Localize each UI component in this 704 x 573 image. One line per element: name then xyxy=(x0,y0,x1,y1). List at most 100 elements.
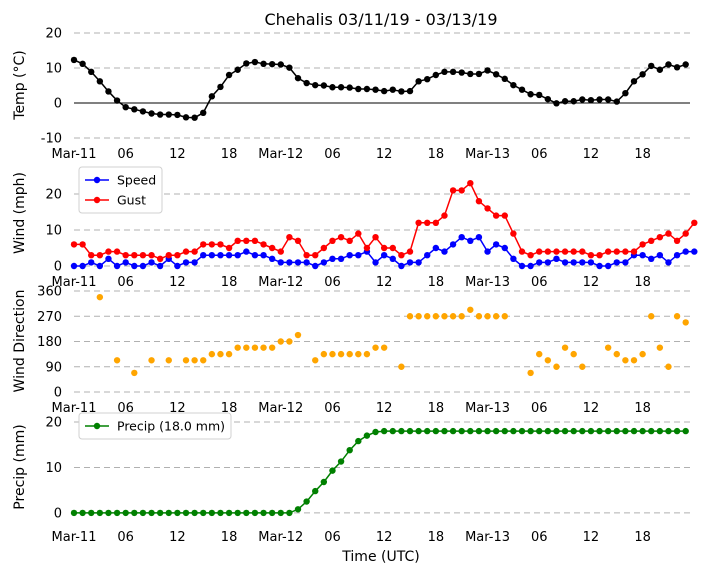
temp-data-point xyxy=(277,61,284,68)
wind-x-tick-label: 06 xyxy=(117,275,134,290)
precip-18-0-mm-data-point xyxy=(355,437,362,445)
direction-data-point xyxy=(570,350,577,358)
wind-x-tick-label: 12 xyxy=(169,275,186,290)
gust-data-point xyxy=(346,237,353,244)
precip-18-0-mm-data-point xyxy=(449,427,457,435)
temp-data-point xyxy=(148,110,155,117)
direction-data-point xyxy=(579,363,586,370)
speed-data-point xyxy=(673,252,681,259)
precip-18-0-mm-data-point xyxy=(70,509,78,517)
direction-data-point xyxy=(225,350,233,358)
temp-y-tick-label: 10 xyxy=(45,62,62,77)
gust-data-point xyxy=(79,241,86,248)
precip-18-0-mm-data-point xyxy=(182,509,190,517)
wind-x-tick-label: Mar-13 xyxy=(465,275,510,290)
temp-data-point xyxy=(604,96,612,103)
temp-data-point xyxy=(329,84,336,91)
gust-data-point xyxy=(260,241,267,248)
temp-data-point xyxy=(208,93,216,100)
precip-18-0-mm-data-point xyxy=(475,427,483,435)
speed-data-point xyxy=(372,259,379,266)
precip-18-0-mm-data-point xyxy=(79,509,86,517)
precip-18-0-mm-data-point xyxy=(294,506,302,513)
direction-data-point xyxy=(113,357,121,364)
temp-data-point xyxy=(243,60,250,67)
gust-data-point xyxy=(131,252,138,259)
gust-data-point xyxy=(518,248,526,255)
temp-data-point xyxy=(458,69,465,76)
gust-data-point xyxy=(208,241,216,248)
direction-data-point xyxy=(561,344,569,351)
precip-18-0-mm-data-point xyxy=(613,427,620,435)
direction-data-point xyxy=(346,350,353,358)
temp-data-point xyxy=(363,85,371,93)
temp-data-point xyxy=(613,98,620,105)
temp-x-tick-label: 12 xyxy=(583,147,600,162)
precip-18-0-mm-data-point xyxy=(217,509,224,517)
temp-data-point xyxy=(337,84,345,91)
gust-data-point xyxy=(148,252,155,259)
temp-data-point xyxy=(389,86,396,93)
speed-data-point xyxy=(553,255,560,262)
gust-data-point xyxy=(458,187,465,194)
speed-data-point xyxy=(79,262,86,270)
precip-x-tick-label: 18 xyxy=(221,530,238,545)
speed-data-point xyxy=(148,259,155,266)
temp-data-point xyxy=(510,81,517,89)
precip-18-0-mm-data-point xyxy=(579,427,586,435)
wind-panel: 0 10 20 Mar-11 06 12 18 Mar-12 06 12 18 Mar-13 06 12 1… xyxy=(45,166,698,290)
temp-data-point xyxy=(380,87,388,95)
precip-legend-label: Precip (18.0 mm) xyxy=(117,419,225,434)
direction-data-point xyxy=(148,357,155,364)
wind-x-tick-label: Mar-11 xyxy=(52,275,97,290)
temp-data-point xyxy=(70,56,78,64)
direction-data-point xyxy=(277,338,284,345)
direction-data-point xyxy=(268,344,276,351)
speed-data-point xyxy=(182,259,190,266)
precip-18-0-mm-data-point xyxy=(458,427,465,435)
direction-data-point xyxy=(182,357,190,364)
speed-data-point xyxy=(286,259,293,266)
speed-data-point xyxy=(156,262,164,270)
gust-data-point xyxy=(415,219,422,226)
temp-series-line xyxy=(73,59,686,119)
precip-y-tick-label: 20 xyxy=(45,416,62,431)
direction-data-point xyxy=(217,350,224,358)
gust-data-point xyxy=(165,252,172,259)
direction-y-tick-label: 270 xyxy=(37,310,62,325)
direction-data-point xyxy=(312,357,319,364)
direction-data-point xyxy=(398,363,405,370)
x-axis-title: Time (UTC) xyxy=(341,549,419,565)
temp-data-point xyxy=(561,98,569,105)
temp-data-point xyxy=(122,104,129,111)
gust-data-point xyxy=(424,219,431,226)
gust-data-point xyxy=(691,219,698,226)
precip-18-0-mm-data-point xyxy=(277,509,284,517)
precip-18-0-mm-data-point xyxy=(604,427,612,435)
temp-x-tick-label: 18 xyxy=(221,147,238,162)
temp-data-point xyxy=(475,70,483,78)
temp-x-tick-label: 12 xyxy=(376,147,393,162)
speed-data-point xyxy=(665,259,672,266)
precip-18-0-mm-data-point xyxy=(234,509,241,517)
gust-data-point xyxy=(579,248,586,255)
temp-panel: -10 0 10 20 Mar-11 06 12 18 Mar-12 06 12 18 Mar-13 06… xyxy=(41,27,690,162)
speed-data-point xyxy=(389,255,396,262)
temp-y-tick-label: 0 xyxy=(54,97,62,112)
direction-y-tick-label: 0 xyxy=(54,386,62,401)
speed-data-point xyxy=(570,259,577,266)
direction-x-tick-label: 12 xyxy=(376,401,393,416)
temp-x-tick-label: Mar-12 xyxy=(258,147,303,162)
speed-data-point xyxy=(208,252,216,259)
precip-18-0-mm-data-point xyxy=(363,432,371,439)
wind-y-tick-label: 10 xyxy=(45,224,62,239)
direction-data-point xyxy=(165,357,172,364)
speed-data-point xyxy=(561,259,569,266)
speed-data-point xyxy=(604,262,612,270)
precip-18-0-mm-data-point xyxy=(312,487,319,495)
speed-data-point xyxy=(312,262,319,270)
precip-18-0-mm-data-point xyxy=(398,427,405,435)
gust-data-point xyxy=(501,212,508,219)
precip-legend-swatch-marker xyxy=(93,422,101,430)
